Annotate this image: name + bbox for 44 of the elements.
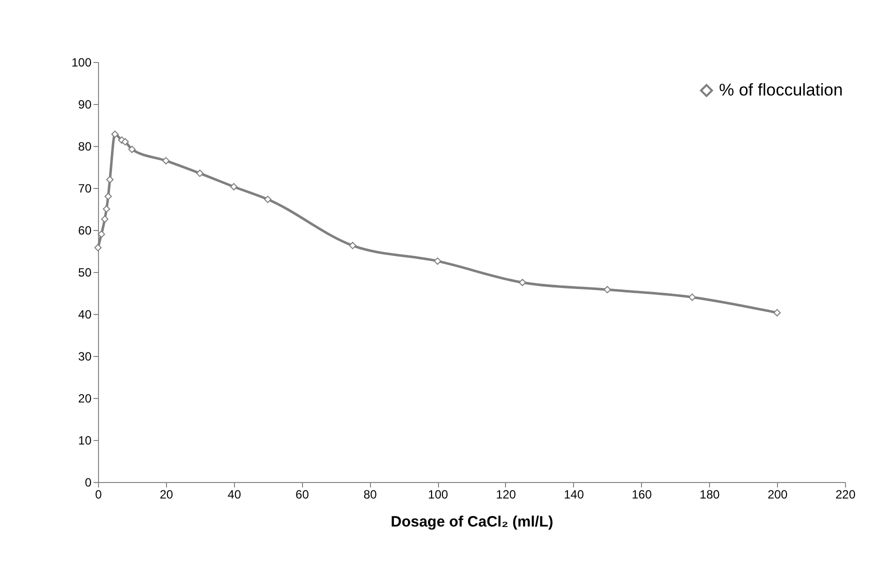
- point: [688, 294, 696, 301]
- point: [122, 138, 129, 146]
- y-tick-label: 100: [71, 56, 92, 70]
- point: [604, 286, 611, 294]
- point: [196, 170, 204, 177]
- x-tick-label: 80: [363, 488, 378, 502]
- x-axis-title: Dosage of CaCl₂ (ml/L): [390, 514, 554, 530]
- x-tick-label: 40: [228, 488, 242, 502]
- y-tick-label: 50: [78, 266, 92, 280]
- x-tick-label: 0: [95, 488, 102, 502]
- x-tick-label: 200: [768, 488, 788, 502]
- y-tick-label: 0: [84, 476, 92, 490]
- x-tick-label: 60: [296, 488, 310, 502]
- point: [106, 176, 114, 184]
- x-tick-label: 140: [564, 488, 584, 502]
- point: [264, 196, 272, 203]
- x-tick-label: 20: [160, 488, 174, 502]
- y-tick-label: 30: [78, 350, 92, 364]
- point: [104, 192, 112, 200]
- point: [111, 130, 119, 138]
- y-tick-label: 40: [78, 308, 92, 322]
- x-tick-label: 220: [835, 488, 856, 502]
- point: [162, 157, 170, 164]
- y-tick-label: 90: [78, 98, 92, 112]
- x-tick-label: 120: [496, 488, 516, 502]
- point: [773, 309, 781, 316]
- y-tick-label: 70: [78, 182, 92, 196]
- point: [94, 244, 102, 252]
- point: [348, 242, 356, 250]
- y-tick-label: 20: [78, 392, 92, 406]
- point: [98, 230, 106, 238]
- legend-label: % of flocculation: [719, 80, 843, 100]
- x-tick-label: 160: [632, 488, 652, 502]
- x-tick-label: 180: [700, 488, 720, 502]
- point: [434, 257, 442, 265]
- point: [128, 146, 136, 154]
- y-tick-label: 60: [78, 224, 92, 238]
- point: [102, 205, 110, 213]
- point: [230, 183, 238, 190]
- y-tick-label: 80: [78, 140, 92, 154]
- point: [101, 215, 108, 223]
- y-tick-label: 10: [78, 434, 92, 448]
- x-tick-label: 100: [428, 488, 448, 502]
- point: [518, 278, 526, 286]
